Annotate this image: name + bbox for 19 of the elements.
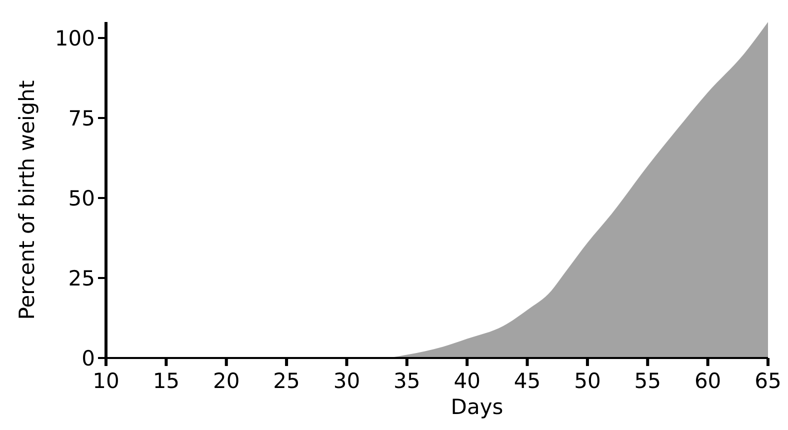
- x-tick-label: 60: [694, 369, 722, 393]
- x-tick-label: 30: [333, 369, 360, 393]
- x-tick-label: 35: [394, 369, 420, 393]
- x-tick-label: 40: [454, 369, 480, 393]
- x-tick-label: 50: [574, 369, 601, 393]
- y-tick-label: 25: [68, 266, 95, 290]
- x-tick-label: 25: [273, 369, 300, 393]
- x-tick-label: 55: [634, 369, 662, 393]
- y-tick-label: 100: [54, 26, 95, 50]
- y-axis-title: Percent of birth weight: [15, 80, 39, 320]
- y-tick-label: 0: [82, 346, 95, 370]
- y-tick-label: 75: [68, 106, 95, 130]
- x-tick-label: 10: [92, 369, 120, 393]
- x-tick-label: 20: [212, 369, 240, 393]
- x-tick-label: 65: [754, 369, 782, 393]
- x-tick-label: 45: [514, 369, 541, 393]
- y-tick-label: 50: [68, 186, 95, 210]
- x-tick-label: 15: [152, 369, 180, 393]
- x-axis-title: Days: [450, 395, 504, 419]
